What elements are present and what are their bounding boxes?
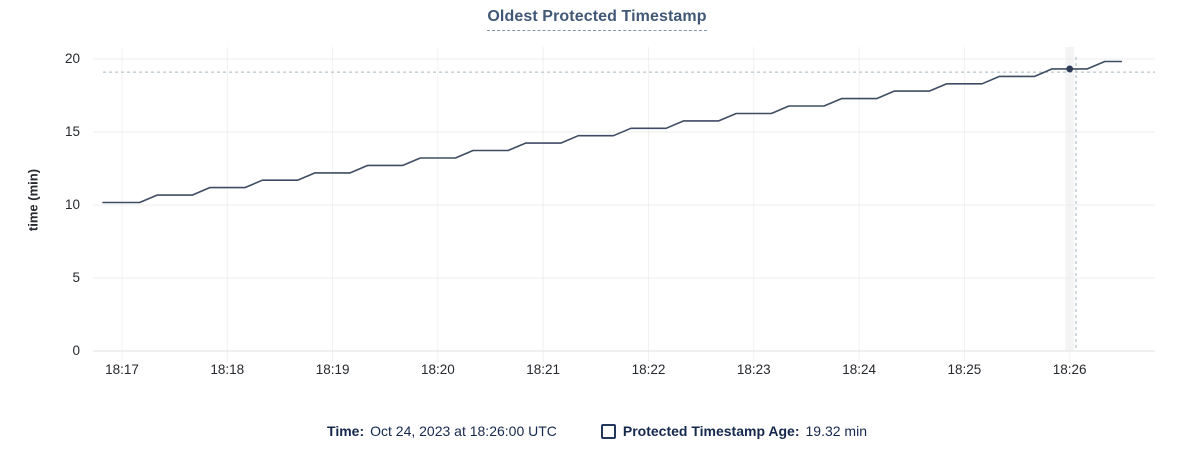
hover-point	[1066, 65, 1074, 73]
x-tick-label: 18:21	[526, 362, 561, 377]
y-tick-label: 20	[64, 51, 80, 66]
chart-title[interactable]: Oldest Protected Timestamp	[0, 8, 1194, 31]
x-tick-label: 18:25	[947, 362, 982, 377]
legend-series-group[interactable]: Protected Timestamp Age: 19.32 min	[600, 423, 867, 439]
legend-time-value: Oct 24, 2023 at 18:26:00 UTC	[370, 423, 557, 439]
y-tick-label: 5	[72, 270, 80, 285]
series-line	[102, 60, 1123, 204]
legend-series-value: 19.32 min	[805, 423, 867, 439]
x-tick-label: 18:19	[315, 362, 350, 377]
chart-legend: Time: Oct 24, 2023 at 18:26:00 UTC Prote…	[0, 423, 1194, 439]
x-tick-label: 18:17	[105, 362, 139, 377]
x-tick-label: 18:18	[210, 362, 245, 377]
y-tick-label: 0	[72, 343, 80, 358]
x-tick-label: 18:23	[736, 362, 771, 377]
y-tick-label: 15	[64, 124, 80, 139]
x-tick-label: 18:26	[1052, 362, 1087, 377]
series-checkbox-icon[interactable]	[600, 423, 616, 439]
y-tick-label: 10	[64, 197, 80, 212]
x-tick-label: 18:22	[631, 362, 666, 377]
x-tick-label: 18:24	[842, 362, 876, 377]
legend-series-label[interactable]: Protected Timestamp Age:	[622, 423, 800, 439]
legend-time-group: Time: Oct 24, 2023 at 18:26:00 UTC	[327, 423, 557, 439]
legend-time-label: Time:	[327, 423, 365, 439]
chart-title-text[interactable]: Oldest Protected Timestamp	[487, 8, 707, 31]
x-tick-label: 18:20	[420, 362, 455, 377]
